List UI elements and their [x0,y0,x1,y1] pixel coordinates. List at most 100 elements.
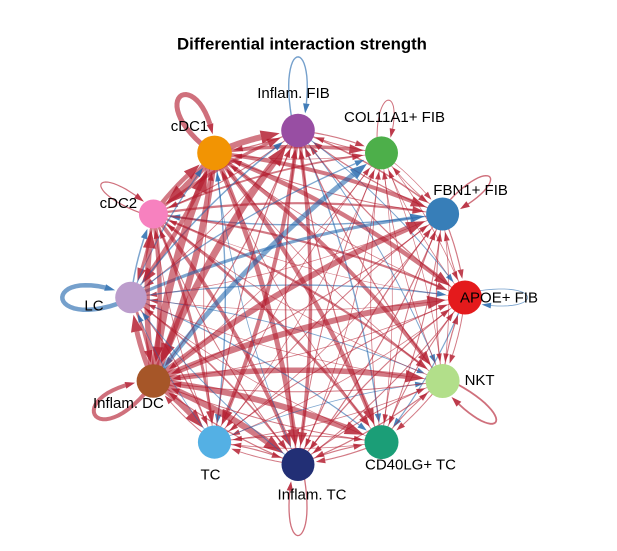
arrowhead-tc-to-inflam-dc [164,395,173,405]
edge-nkt-to-cdc2 [173,229,443,382]
self-loop-inflam-dc [91,383,147,422]
arrowhead-inflam-tc-to-tc [231,448,241,455]
arrowhead-nkt-to-cd40lg-tc [396,422,405,431]
node-label-apoe-fib: APOE+ FIB [460,290,538,307]
arrowhead-tc-to-cdc2 [153,230,160,239]
self-loop-arrowhead-col11a1-fib [389,128,396,138]
arrowhead-cdc2-to-tc [206,410,215,425]
node-fbn1-fib [426,197,460,231]
node-lc [115,281,147,314]
edge-lc-to-inflam-fib [130,147,276,298]
edge-nkt-to-lc [154,307,443,382]
edge-tc-to-col11a1-fib [214,173,366,443]
edge-cdc2-to-cd40lg-tc [152,212,364,419]
arrowhead-cd40lg-tc-to-inflam-fib [298,149,305,160]
node-tc [197,425,232,459]
arrowhead-cd40lg-tc-to-nkt [419,392,428,401]
node-label-lc: LC [84,298,103,315]
self-loop-layer [60,56,529,537]
arrowhead-inflam-fib-to-apoe-fib [445,273,454,283]
edge-tc-to-nkt [214,384,416,443]
node-inflam-dc [136,364,171,398]
edge-inflam-dc-to-apoe-fib [152,299,429,384]
arrowhead-col11a1-fib-to-fbn1-fib [423,191,432,200]
arrowhead-tc-to-inflam-fib [284,148,291,159]
arrowhead-cdc2-to-col11a1-fib [351,153,364,161]
edge-nkt-to-inflam-fib [308,156,444,382]
node-label-cd40lg-tc: CD40LG+ TC [365,456,456,473]
edge-lc-to-col11a1-fib [130,162,356,299]
edge-cd40lg-tc-to-fbn1-fib [381,239,433,443]
arrowhead-cd40lg-tc-to-fbn1-fib [429,230,436,241]
arrowhead-inflam-fib-to-col11a1-fib [354,140,365,147]
edge-apoe-fib-to-inflam-dc [180,297,466,378]
node-label-inflam-fib: Inflam. FIB [257,85,330,102]
arrowhead-cdc2-to-cdc1 [183,164,200,180]
edge-cd40lg-tc-to-tc [241,441,382,449]
node-label-tc: TC [201,466,221,483]
arrowhead-inflam-tc-to-apoe-fib [440,309,450,318]
arrowhead-cdc2-to-nkt [415,358,428,370]
arrowhead-lc-to-nkt [416,367,425,374]
arrowhead-cd40lg-tc-to-lc [144,308,154,317]
arrowhead-inflam-dc-to-tc [185,409,204,428]
edge-inflam-tc-to-apoe-fib [297,314,443,465]
self-loop-arrowhead-fbn1-fib [460,201,470,210]
arrowhead-lc-to-cd40lg-tc [357,422,367,431]
arrowhead-inflam-dc-to-col11a1-fib [349,163,367,179]
edge-inflam-tc-to-lc [146,318,299,465]
arrowhead-tc-to-lc [137,313,144,323]
arrowhead-nkt-to-inflam-tc [314,450,325,458]
arrowhead-cdc1-to-inflam-fib [259,130,280,144]
node-apoe-fib [448,280,482,315]
edge-lc-to-apoe-fib [130,284,437,299]
arrowhead-cdc1-to-fbn1-fib [409,196,426,207]
arrowhead-inflam-tc-to-lc [141,312,150,321]
node-label-cdc1: cDC1 [171,118,209,135]
node-label-inflam-tc: Inflam. TC [278,487,347,504]
edge-inflam-fib-to-fbn1-fib [297,129,421,198]
self-loop-apoe-fib [478,288,529,307]
edge-layer [129,129,466,466]
node-cd40lg-tc [364,425,399,460]
arrowhead-tc-to-col11a1-fib [362,167,370,176]
node-nkt [425,364,460,398]
node-label-nkt: NKT [465,372,495,389]
arrowhead-inflam-tc-to-fbn1-fib [423,228,432,238]
arrowhead-nkt-to-fbn1-fib [436,232,443,242]
arrowhead-tc-to-cdc1 [208,172,214,181]
edge-inflam-fib-to-apoe-fib [297,130,449,276]
node-label-col11a1-fib: COL11A1+ FIB [344,109,445,126]
arrowhead-fbn1-fib-to-col11a1-fib [392,167,401,176]
self-loop-inflam-tc [288,477,308,537]
edge-nkt-to-tc [241,380,443,439]
edge-cdc2-to-inflam-fib [152,141,269,216]
arrowhead-nkt-to-col11a1-fib [382,170,388,180]
arrowhead-cd40lg-tc-to-col11a1-fib [375,171,381,180]
self-loop-fbn1-fib [448,174,492,205]
self-loop-col11a1-fib [376,99,395,140]
edge-cd40lg-tc-to-apoe-fib [381,319,449,443]
edge-inflam-tc-to-cdc1 [217,181,299,465]
edge-cdc2-to-col11a1-fib [153,155,353,215]
arrowhead-lc-to-cdc2 [140,228,148,240]
edge-inflam-tc-to-cdc2 [162,237,299,465]
self-loop-arrowhead-cdc1 [206,123,214,135]
arrowhead-cdc1-to-apoe-fib [433,271,451,286]
edge-tc-to-cdc2 [156,238,215,443]
edge-cdc1-to-col11a1-fib [214,144,350,155]
arrowhead-inflam-tc-to-cdc1 [215,172,221,182]
arrowhead-cdc1-to-col11a1-fib [348,144,364,154]
self-loop-arrowhead-cdc2 [134,193,144,202]
node-label-cdc2: cDC2 [100,195,138,212]
edge-cd40lg-tc-to-lc [151,313,382,443]
node-cdc2 [138,199,168,229]
arrowhead-lc-to-apoe-fib [436,290,447,297]
edge-inflam-dc-to-col11a1-fib [151,172,356,383]
edge-inflam-tc-to-inflam-dc [175,397,299,466]
arrowhead-inflam-dc-to-cdc2 [143,230,156,249]
arrowhead-cd40lg-tc-to-cdc1 [221,170,228,181]
arrowhead-inflam-tc-to-cdc2 [159,229,166,239]
